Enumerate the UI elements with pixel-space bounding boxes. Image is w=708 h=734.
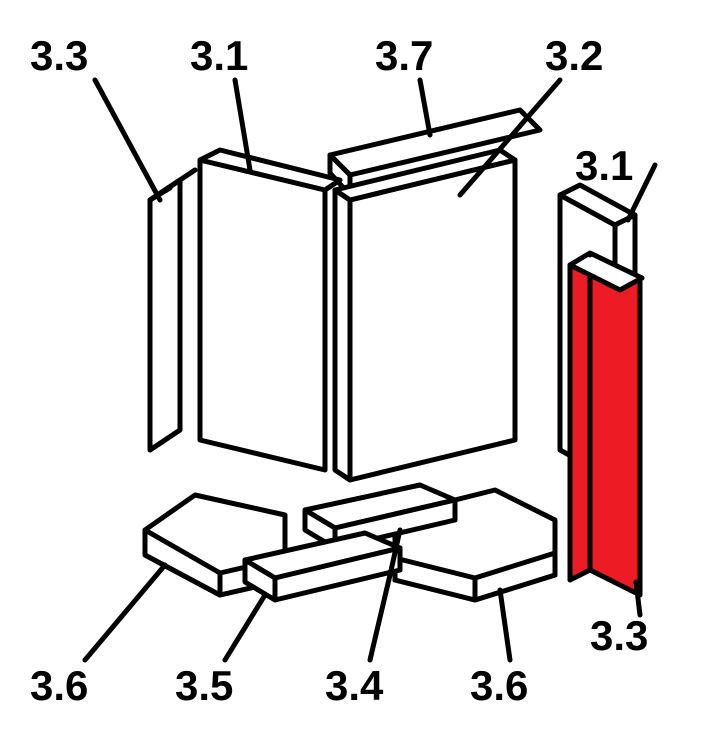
label-l_3_5: 3.5: [175, 662, 233, 709]
label-l_3_6_l: 3.6: [30, 662, 88, 709]
part-right-front-panel-highlighted: [570, 253, 642, 595]
label-l_3_4: 3.4: [325, 662, 384, 709]
part-left-front-panel: [150, 170, 195, 450]
label-l_3_7: 3.7: [375, 32, 433, 79]
label-l_3_3_tl: 3.3: [30, 32, 88, 79]
label-l_3_6_r: 3.6: [470, 662, 528, 709]
label-l_3_2: 3.2: [545, 32, 603, 79]
part-right-side-panel: [335, 150, 515, 480]
label-l_3_1_r: 3.1: [575, 142, 633, 189]
part-left-side-panel: [200, 150, 340, 470]
label-l_3_1_t: 3.1: [190, 32, 248, 79]
exploded-diagram: 3.3 3.1 3.7 3.2 3.1 3.3 3.6 3.5 3.4 3.6: [0, 0, 708, 734]
label-l_3_3_br: 3.3: [590, 612, 648, 659]
